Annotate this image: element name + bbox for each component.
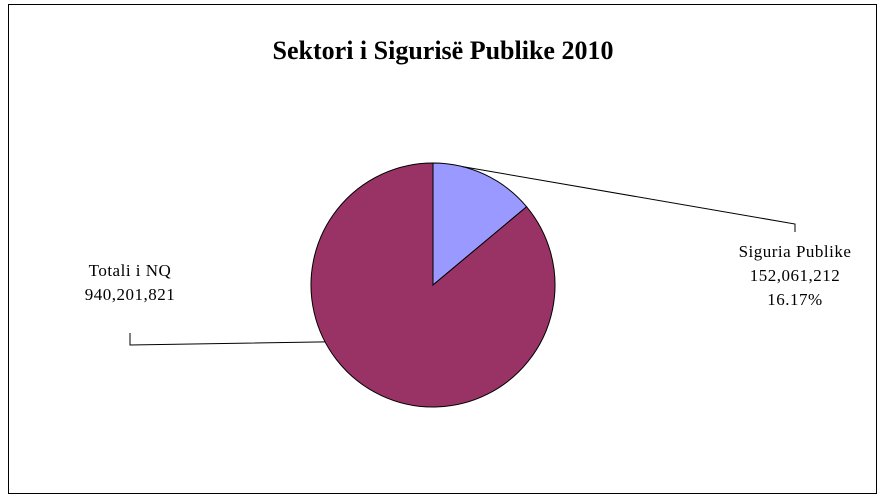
leader-line-1 <box>462 166 796 232</box>
leader-lines <box>129 166 796 346</box>
slice-labels: Siguria Publike 152,061,212 16.17% Totali i… <box>85 242 852 309</box>
slice-label-2-line-1: Totali i NQ <box>89 261 172 280</box>
slice-label-1-line-3: 16.17% <box>767 290 822 309</box>
pie-slice-2 <box>310 162 556 408</box>
slice-label-1-line-2: 152,061,212 <box>750 266 841 285</box>
pie-slice-1 <box>432 162 528 287</box>
pie-slices <box>310 162 556 408</box>
slice-label-2-line-2: 940,201,821 <box>85 285 176 304</box>
leader-line-2 <box>129 333 326 346</box>
chart-title: Sektori i Sigurisë Publike 2010 <box>272 36 614 65</box>
slice-label-1-line-1: Siguria Publike <box>739 242 852 261</box>
